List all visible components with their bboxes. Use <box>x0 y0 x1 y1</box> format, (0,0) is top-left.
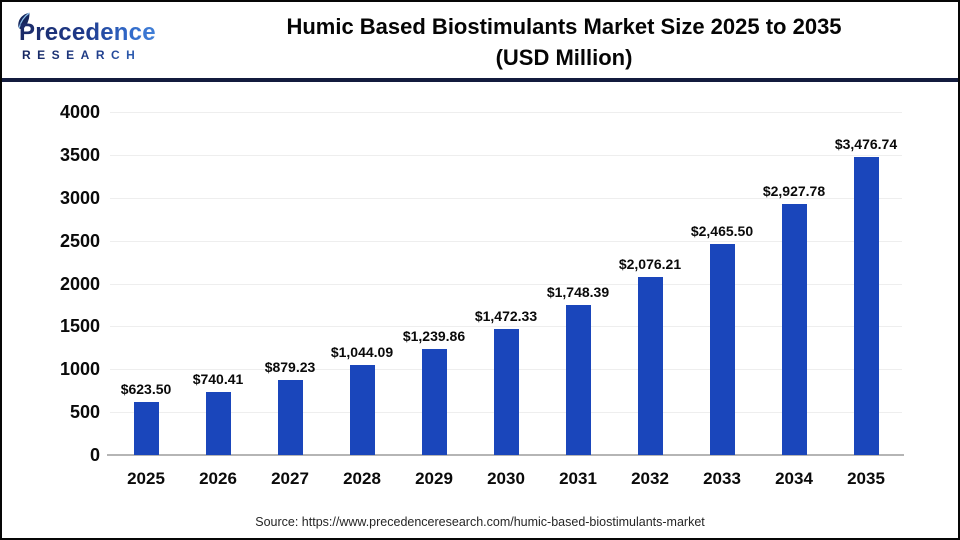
x-axis-tick-label: 2027 <box>271 469 309 488</box>
x-axis-tick-label: 2032 <box>631 469 669 488</box>
bar-2028 <box>349 365 375 455</box>
bar-value-label: $740.41 <box>192 370 244 387</box>
x-axis-tick-label: 2035 <box>847 469 885 488</box>
bar-2031 <box>565 305 591 455</box>
title-line-1: Humic Based Biostimulants Market Size 20… <box>286 14 842 39</box>
bar-value-label: $1,472.33 <box>474 307 538 324</box>
precedence-research-logo: Precedence RESEARCH <box>2 2 170 62</box>
bar-2035 <box>853 156 879 455</box>
x-axis-tick-label: 2030 <box>487 469 525 488</box>
chart-title: Humic Based Biostimulants Market Size 20… <box>170 2 958 73</box>
gridline <box>110 240 902 242</box>
y-axis-tick-label: 3000 <box>59 187 100 208</box>
y-axis-tick-label: 2000 <box>59 273 100 294</box>
bar-value-label: $1,239.86 <box>402 327 466 344</box>
bar-2032 <box>637 276 663 455</box>
y-axis-tick-label: 2500 <box>59 230 100 251</box>
gridline <box>110 326 902 328</box>
bar-value-label: $879.23 <box>264 358 316 375</box>
x-axis-line <box>107 454 904 456</box>
bar-value-label: $623.50 <box>120 380 172 397</box>
source-text: Source: https://www.precedenceresearch.c… <box>255 515 705 529</box>
bar-value-label: $1,748.39 <box>546 284 610 301</box>
gridline <box>110 197 902 199</box>
bar-2029 <box>421 348 447 455</box>
title-line-2: (USD Million) <box>495 45 633 70</box>
bar-value-label: $2,076.21 <box>618 255 682 272</box>
y-axis-tick-label: 4000 <box>59 102 100 122</box>
y-axis-tick-label: 1000 <box>59 359 100 380</box>
bar-2034 <box>781 203 807 455</box>
x-axis-tick-label: 2026 <box>199 469 237 488</box>
x-axis-tick-label: 2031 <box>559 469 597 488</box>
bar-value-label: $3,476.74 <box>834 135 898 152</box>
y-axis-tick-label: 1500 <box>59 316 100 337</box>
bar-2030 <box>493 328 519 455</box>
bar-chart-plot-area: 0 500 1000 1500 2000 2500 3000 3500 4000 $623.50 2… <box>60 102 904 488</box>
x-axis-tick-label: 2028 <box>343 469 381 488</box>
bar-2027 <box>277 379 303 455</box>
bar-value-label: $2,465.50 <box>690 222 754 239</box>
gridline <box>110 283 902 285</box>
header: Precedence RESEARCH Humic Based Biostimu… <box>2 2 958 78</box>
bar-value-label: $2,927.78 <box>762 182 826 199</box>
header-divider <box>2 78 958 82</box>
bar-2033 <box>709 243 735 455</box>
y-axis-tick-label: 500 <box>69 402 100 423</box>
bar-2026 <box>205 391 231 455</box>
leaf-icon <box>18 12 30 30</box>
logo-subtext: RESEARCH <box>19 48 170 62</box>
bar-2025 <box>133 401 159 455</box>
y-axis-tick-label: 3500 <box>59 144 100 165</box>
bar-value-label: $1,044.09 <box>330 344 394 361</box>
gridline <box>110 112 902 113</box>
x-axis-tick-label: 2033 <box>703 469 741 488</box>
x-axis-tick-label: 2025 <box>127 469 165 488</box>
x-axis-tick-label: 2034 <box>775 469 813 488</box>
x-axis-tick-label: 2029 <box>415 469 453 488</box>
logo-wordmark: Precedence <box>19 20 170 46</box>
y-axis-tick-label: 0 <box>89 445 100 465</box>
gridline <box>110 154 902 156</box>
